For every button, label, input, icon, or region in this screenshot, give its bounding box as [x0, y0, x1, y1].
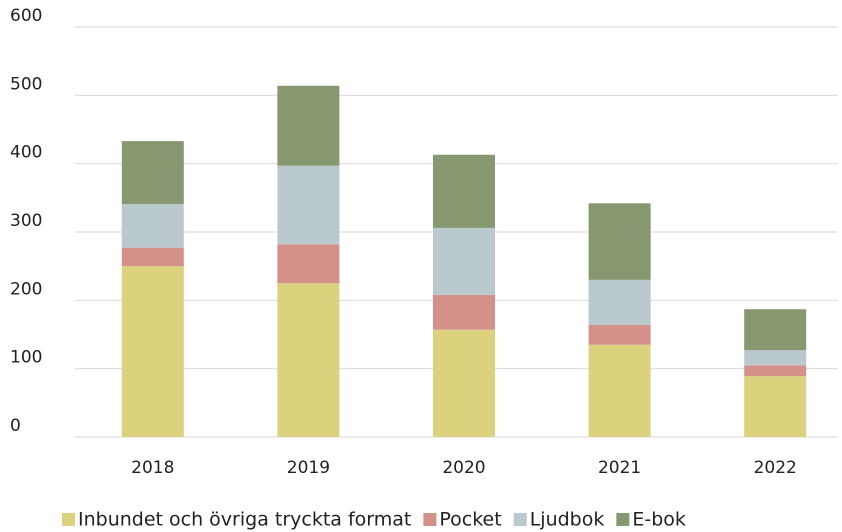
legend-label: E-bok	[632, 509, 686, 531]
x-tick-label: 2022	[754, 458, 797, 478]
bar-segment	[433, 154, 495, 228]
bar-segment	[121, 247, 184, 267]
legend-label: Pocket	[439, 509, 501, 531]
bar-segment	[277, 85, 340, 166]
y-tick-label: 600	[10, 6, 42, 26]
legend-label: Inbundet och övriga tryckta format	[78, 509, 411, 531]
bar-segment	[121, 266, 184, 437]
bar-segment	[588, 203, 651, 280]
y-tick-label: 100	[10, 348, 42, 368]
x-tick-label: 2019	[287, 458, 330, 478]
bar-segment	[277, 283, 340, 437]
y-tick-label: 0	[10, 416, 21, 436]
legend-swatch	[62, 513, 75, 526]
bar-segment	[433, 329, 495, 437]
y-tick-label: 500	[10, 74, 42, 94]
bar-segment	[744, 376, 807, 437]
legend-swatch	[423, 513, 437, 526]
x-tick-label: 2018	[131, 458, 174, 478]
bar-segment	[121, 203, 184, 248]
y-tick-label: 400	[10, 143, 42, 163]
x-tick-label: 2021	[598, 458, 641, 478]
bar-segment	[277, 165, 340, 245]
bar-segment	[744, 350, 807, 366]
bar-segment	[588, 324, 651, 345]
bar-segment	[588, 279, 651, 325]
bar-segment	[433, 294, 495, 330]
bar-segment	[744, 309, 807, 351]
x-tick-label: 2020	[442, 458, 485, 478]
legend-swatch	[513, 513, 527, 526]
bar-segment	[588, 344, 651, 437]
bar-segment	[121, 141, 184, 204]
y-tick-label: 300	[10, 211, 42, 231]
y-tick-label: 200	[10, 279, 42, 299]
legend-swatch	[616, 513, 630, 526]
legend-label: Ljudbok	[530, 509, 605, 531]
bar-segment	[277, 244, 340, 284]
bar-segment	[744, 365, 807, 377]
bar-segment	[433, 227, 495, 295]
